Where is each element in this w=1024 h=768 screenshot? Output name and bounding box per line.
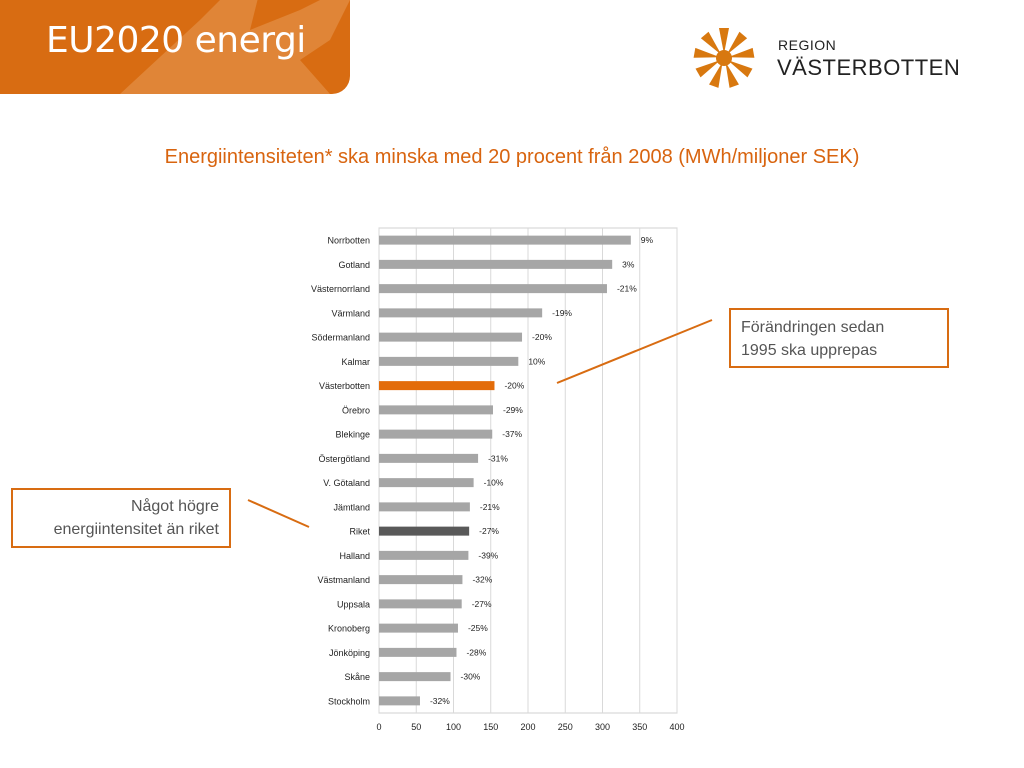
data-label: -31% (488, 453, 508, 463)
region-logo: REGION VÄSTERBOTTEN (688, 26, 988, 90)
header-star-decoration-icon (120, 0, 350, 94)
x-tick-label: 150 (483, 722, 498, 732)
category-label: Riket (349, 527, 370, 537)
bar-uppsala (379, 599, 462, 609)
bar-jämtland (379, 502, 470, 512)
data-label: -27% (472, 599, 492, 609)
callout-higher-intensity: Något högre energiintensitet än riket (11, 488, 231, 548)
bar-värmland (379, 308, 543, 318)
category-label: Örebro (342, 405, 370, 415)
data-label: -25% (468, 623, 488, 633)
logo-text-name: VÄSTERBOTTEN (777, 55, 961, 80)
category-label: Stockholm (328, 696, 370, 706)
callout-connector-left (247, 499, 310, 528)
callout-change-since-1995: Förändringen sedan 1995 ska upprepas (729, 308, 949, 368)
chart-subtitle: Energiintensiteten* ska minska med 20 pr… (164, 146, 860, 168)
bar-kronoberg (379, 623, 458, 633)
bar-norrbotten (379, 235, 631, 245)
data-label: -30% (461, 672, 481, 682)
logo-text-region: REGION (778, 37, 837, 53)
category-label: Södermanland (311, 333, 370, 343)
data-label: -27% (479, 526, 499, 536)
x-tick-label: 200 (520, 722, 535, 732)
data-label: -37% (502, 429, 522, 439)
data-label: 3% (622, 259, 635, 269)
category-label: Jämtland (333, 502, 370, 512)
bar-skåne (379, 672, 451, 682)
x-tick-label: 0 (376, 722, 381, 732)
data-label: -19% (552, 308, 572, 318)
bar-västernorrland (379, 284, 607, 294)
data-label: -20% (504, 381, 524, 391)
category-label: Värmland (331, 308, 370, 318)
category-label: Jönköping (329, 648, 370, 658)
bar-halland (379, 550, 469, 560)
data-label: -21% (480, 502, 500, 512)
data-label: -20% (532, 332, 552, 342)
x-tick-label: 250 (558, 722, 573, 732)
category-label: Skåne (344, 672, 370, 682)
category-label: Östergötland (318, 454, 370, 464)
bar-örebro (379, 405, 493, 415)
bar-västmanland (379, 575, 463, 585)
category-label: Kronoberg (328, 624, 370, 634)
category-label: V. Götaland (323, 478, 370, 488)
bar-jönköping (379, 647, 457, 657)
callout-right-line2: 1995 ska upprepas (741, 342, 878, 359)
category-label: Västmanland (317, 575, 370, 585)
bar-v-götaland (379, 478, 474, 488)
bar-västerbotten (379, 381, 495, 391)
data-label: -10% (484, 478, 504, 488)
category-label: Västernorrland (311, 284, 370, 294)
category-label: Kalmar (341, 357, 370, 367)
bar-blekinge (379, 429, 493, 439)
callout-left-line2: energiintensitet än riket (53, 521, 219, 538)
bar-östergötland (379, 453, 479, 463)
data-label: -39% (478, 550, 498, 560)
callout-connector-right (556, 319, 713, 384)
bar-södermanland (379, 332, 523, 342)
bar-stockholm (379, 696, 420, 706)
data-label: -28% (466, 647, 486, 657)
data-label: -21% (617, 284, 637, 294)
x-tick-label: 400 (669, 722, 684, 732)
x-tick-label: 350 (632, 722, 647, 732)
header-band: EU2020 energi (0, 0, 350, 94)
data-label: 10% (528, 356, 545, 366)
x-tick-label: 100 (446, 722, 461, 732)
callout-right-line1: Förändringen sedan (741, 319, 885, 336)
data-label: -32% (472, 575, 492, 585)
category-label: Gotland (338, 260, 370, 270)
category-label: Västerbotten (319, 381, 370, 391)
bar-gotland (379, 259, 613, 269)
data-label: -29% (503, 405, 523, 415)
data-label: 9% (641, 235, 654, 245)
category-label: Halland (339, 551, 370, 561)
x-tick-label: 50 (411, 722, 421, 732)
page-title: EU2020 energi (46, 20, 306, 61)
category-label: Norrbotten (327, 236, 370, 246)
star-logo-icon (693, 28, 755, 88)
data-label: -32% (430, 696, 450, 706)
x-tick-label: 300 (595, 722, 610, 732)
bar-riket (379, 526, 470, 536)
category-label: Blekinge (335, 430, 370, 440)
bar-kalmar (379, 356, 519, 366)
category-label: Uppsala (337, 599, 370, 609)
callout-left-line1: Något högre (130, 498, 219, 515)
